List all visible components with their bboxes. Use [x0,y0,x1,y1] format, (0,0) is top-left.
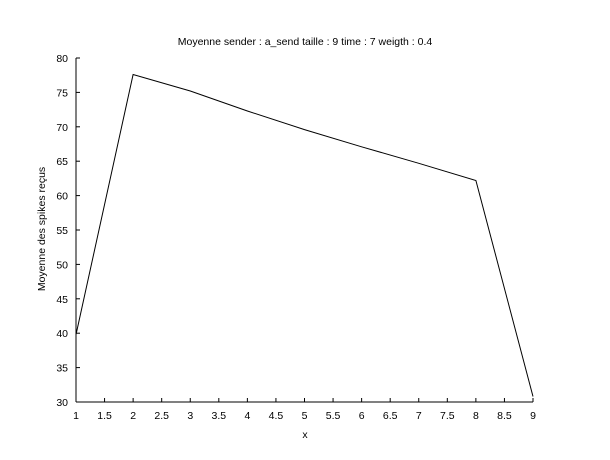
series-line [75,73,534,397]
chart-title: Moyenne sender : a_send taille : 9 time … [178,36,433,48]
y-tick-label: 65 [56,156,68,168]
x-axis-label: x [302,429,308,441]
y-tick-label: 35 [56,363,68,375]
y-tick-label: 75 [56,87,68,99]
x-tick-label: 5.5 [326,410,341,422]
x-tick-label: 1 [73,410,79,422]
x-tick-label: 3 [187,410,193,422]
x-tick-label: 6 [359,410,365,422]
y-tick-label: 45 [56,294,68,306]
x-tick-label: 5 [302,410,308,422]
x-axis-ticks: 1 1.5 2 2.5 3 3.5 4 4.5 5 5.5 6 6.5 7 7.5 8 8.5 9 [73,398,536,422]
y-tick-label: 70 [56,122,68,134]
x-tick-label: 3.5 [212,410,227,422]
x-tick-label: 7 [416,410,422,422]
x-tick-label: 2 [130,410,136,422]
y-tick-label: 40 [56,328,68,340]
x-tick-label: 8.5 [497,410,512,422]
x-tick-label: 7.5 [440,410,455,422]
x-tick-label: 8 [473,410,479,422]
x-tick-label: 1.5 [97,410,112,422]
data-series [75,73,534,397]
x-tick-label: 6.5 [383,410,398,422]
y-tick-label: 60 [56,191,68,203]
axes [75,58,533,403]
x-tick-label: 9 [530,410,536,422]
y-axis-ticks: 30 35 40 45 50 55 60 65 70 75 80 [56,53,80,409]
y-tick-label: 80 [56,53,68,65]
y-tick-label: 55 [56,225,68,237]
y-tick-label: 50 [56,259,68,271]
y-tick-label: 30 [56,397,68,409]
x-tick-label: 4 [244,410,250,422]
y-axis-label: Moyenne des spikes reçus [36,167,48,291]
x-tick-label: 2.5 [154,410,169,422]
x-tick-label: 4.5 [269,410,284,422]
